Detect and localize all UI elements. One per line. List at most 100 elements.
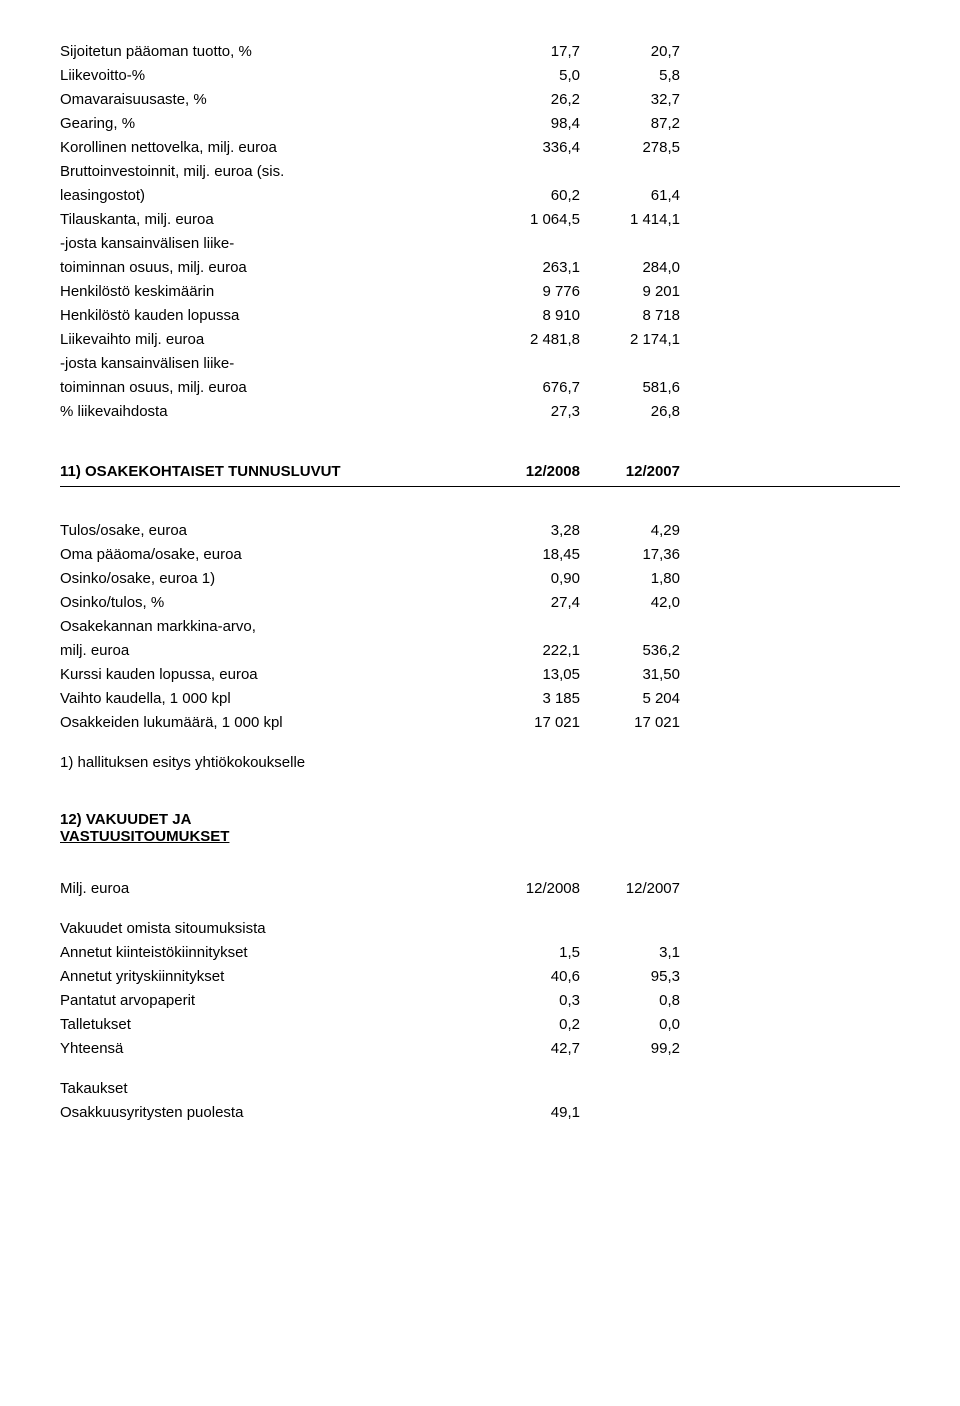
row-label: leasingostot) [60, 184, 480, 208]
section-12-header: 12) VAKUUDET JA VASTUUSITOUMUKSET [60, 811, 900, 845]
row-value-1: 1,5 [480, 941, 580, 965]
row-label: Tulos/osake, euroa [60, 519, 480, 543]
row-value-1: 17,7 [480, 40, 580, 64]
row-value-2: 99,2 [580, 1037, 680, 1061]
row-label: -josta kansainvälisen liike- [60, 352, 480, 376]
row-value-1: 0,3 [480, 989, 580, 1013]
section-12-title-line1: 12) VAKUUDET JA [60, 811, 900, 828]
row-value-2: 42,0 [580, 591, 680, 615]
row-value-1: 3,28 [480, 519, 580, 543]
row-label: Gearing, % [60, 112, 480, 136]
row-value-1: 0,2 [480, 1013, 580, 1037]
row-value-2: 284,0 [580, 256, 680, 280]
row-value-1: 42,7 [480, 1037, 580, 1061]
row-value-2 [580, 352, 680, 376]
row-label: Bruttoinvestoinnit, milj. euroa (sis. [60, 160, 480, 184]
row-value-2 [580, 232, 680, 256]
row-value-1: 3 185 [480, 687, 580, 711]
row-label: Vaihto kaudella, 1 000 kpl [60, 687, 480, 711]
row-value-2: 1 414,1 [580, 208, 680, 232]
row-value-1: 222,1 [480, 639, 580, 663]
table-row: Oma pääoma/osake, euroa18,4517,36 [60, 543, 900, 567]
table-row: -josta kansainvälisen liike- [60, 352, 900, 376]
section-11-note: 1) hallituksen esitys yhtiökokoukselle [60, 751, 480, 775]
row-value-1: 1 064,5 [480, 208, 580, 232]
row-value-2: 0,8 [580, 989, 680, 1013]
row-value-2: 0,0 [580, 1013, 680, 1037]
table-row: Liikevaihto milj. euroa2 481,82 174,1 [60, 328, 900, 352]
table-row: Osakkeiden lukumäärä, 1 000 kpl17 02117 … [60, 711, 900, 735]
row-value-1: 2 481,8 [480, 328, 580, 352]
section-12-sub1: Vakuudet omista sitoumuksista [60, 917, 900, 941]
table-row: toiminnan osuus, milj. euroa263,1284,0 [60, 256, 900, 280]
row-value-1: 676,7 [480, 376, 580, 400]
row-value-2: 2 174,1 [580, 328, 680, 352]
row-value-2: 20,7 [580, 40, 680, 64]
table-row: -josta kansainvälisen liike- [60, 232, 900, 256]
row-value-1 [480, 615, 580, 639]
row-label: milj. euroa [60, 639, 480, 663]
row-value-1: 40,6 [480, 965, 580, 989]
section-12-title-line2: VASTUUSITOUMUKSET [60, 828, 900, 845]
section-12-sub2-label: Takaukset [60, 1077, 480, 1101]
row-value-2: 95,3 [580, 965, 680, 989]
row-value-2: 5,8 [580, 64, 680, 88]
table-row: Pantatut arvopaperit0,30,8 [60, 989, 900, 1013]
row-value-1: 60,2 [480, 184, 580, 208]
row-value-1: 98,4 [480, 112, 580, 136]
row-label: Osinko/osake, euroa 1) [60, 567, 480, 591]
row-label: Osinko/tulos, % [60, 591, 480, 615]
table-row: toiminnan osuus, milj. euroa676,7581,6 [60, 376, 900, 400]
col-header-2: 12/2007 [580, 877, 680, 901]
table-row: % liikevaihdosta27,326,8 [60, 400, 900, 424]
row-label: Yhteensä [60, 1037, 480, 1061]
row-value-2 [580, 160, 680, 184]
row-label: % liikevaihdosta [60, 400, 480, 424]
table-row: Henkilöstö kauden lopussa8 9108 718 [60, 304, 900, 328]
row-value-1 [480, 232, 580, 256]
row-value-2: 3,1 [580, 941, 680, 965]
row-label: Henkilöstö keskimäärin [60, 280, 480, 304]
row-value-2 [580, 1101, 680, 1125]
row-value-1: 13,05 [480, 663, 580, 687]
table-row: Annetut yrityskiinnitykset40,695,3 [60, 965, 900, 989]
row-value-1: 26,2 [480, 88, 580, 112]
row-label: Henkilöstö kauden lopussa [60, 304, 480, 328]
row-label: Pantatut arvopaperit [60, 989, 480, 1013]
row-value-2: 278,5 [580, 136, 680, 160]
row-value-2: 61,4 [580, 184, 680, 208]
table-row: Osakekannan markkina-arvo, [60, 615, 900, 639]
row-label: Osakekannan markkina-arvo, [60, 615, 480, 639]
row-label: toiminnan osuus, milj. euroa [60, 256, 480, 280]
table-row: Vaihto kaudella, 1 000 kpl3 1855 204 [60, 687, 900, 711]
section-11-note-row: 1) hallituksen esitys yhtiökokoukselle [60, 751, 900, 775]
table-row: Yhteensä42,799,2 [60, 1037, 900, 1061]
row-value-1: 5,0 [480, 64, 580, 88]
row-value-1: 8 910 [480, 304, 580, 328]
row-value-1: 0,90 [480, 567, 580, 591]
row-value-1: 17 021 [480, 711, 580, 735]
row-value-2: 8 718 [580, 304, 680, 328]
row-value-2: 9 201 [580, 280, 680, 304]
row-value-2: 1,80 [580, 567, 680, 591]
table-row: leasingostot)60,261,4 [60, 184, 900, 208]
table-row: Annetut kiinteistökiinnitykset1,53,1 [60, 941, 900, 965]
col-header-1: 12/2008 [480, 877, 580, 901]
row-value-2: 87,2 [580, 112, 680, 136]
col-header-2: 12/2007 [580, 460, 680, 484]
row-value-2: 536,2 [580, 639, 680, 663]
table-row: Henkilöstö keskimäärin9 7769 201 [60, 280, 900, 304]
row-label: Liikevaihto milj. euroa [60, 328, 480, 352]
row-value-1: 9 776 [480, 280, 580, 304]
row-label: Korollinen nettovelka, milj. euroa [60, 136, 480, 160]
section-12-sub1-label: Vakuudet omista sitoumuksista [60, 917, 480, 941]
row-value-2: 581,6 [580, 376, 680, 400]
row-value-1: 336,4 [480, 136, 580, 160]
row-label: Annetut kiinteistökiinnitykset [60, 941, 480, 965]
row-label: -josta kansainvälisen liike- [60, 232, 480, 256]
row-label: Annetut yrityskiinnitykset [60, 965, 480, 989]
row-value-1 [480, 160, 580, 184]
table-row: Sijoitetun pääoman tuotto, %17,720,7 [60, 40, 900, 64]
table-row: Osakkuusyritysten puolesta49,1 [60, 1101, 900, 1125]
section-11-header: 11) OSAKEKOHTAISET TUNNUSLUVUT 12/2008 1… [60, 460, 900, 487]
